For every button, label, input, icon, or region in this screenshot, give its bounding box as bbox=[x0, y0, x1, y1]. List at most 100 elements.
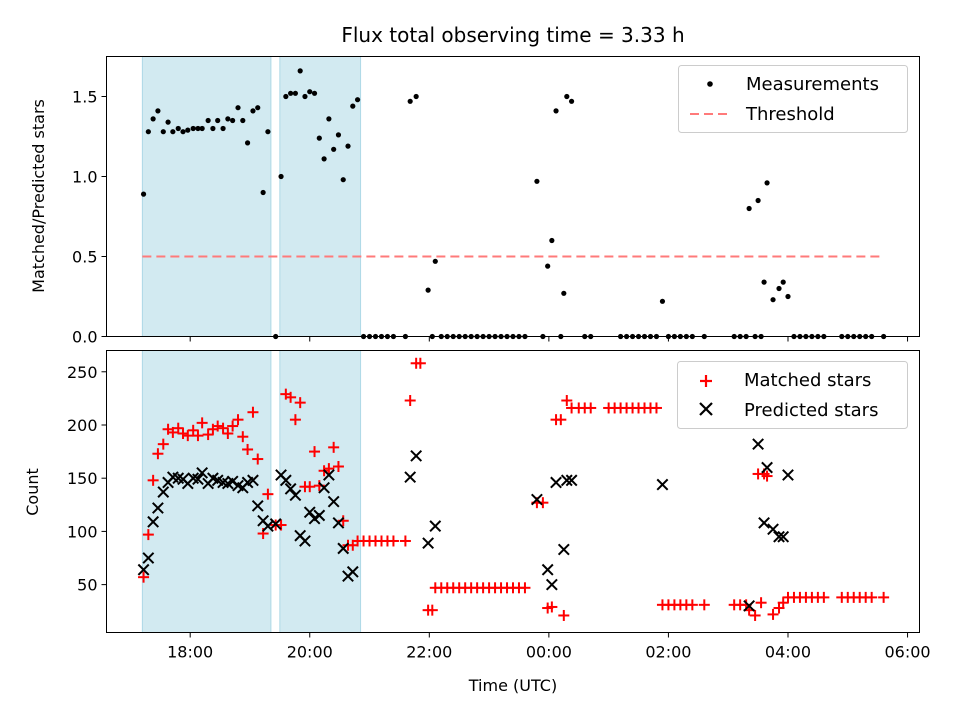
measurement-point bbox=[311, 90, 318, 96]
matched-star-point bbox=[232, 414, 244, 426]
matched-star-point bbox=[304, 481, 316, 493]
matched-star-point bbox=[414, 357, 426, 369]
predicted-star-points bbox=[137, 438, 794, 612]
matched-star-point bbox=[212, 420, 224, 432]
measurement-point bbox=[288, 90, 294, 96]
measurement-point bbox=[180, 129, 186, 135]
matched-star-point bbox=[202, 429, 214, 441]
matched-star-point bbox=[252, 453, 264, 465]
measurement-point bbox=[175, 125, 181, 132]
measurement-point bbox=[292, 90, 299, 96]
measurement-point bbox=[316, 135, 322, 141]
measurement-point bbox=[210, 125, 216, 132]
matched-star-point bbox=[426, 604, 438, 616]
measurement-point bbox=[220, 125, 226, 132]
measurement-point bbox=[331, 146, 337, 152]
x-tick-label: 02:00 bbox=[645, 643, 691, 662]
measurement-point bbox=[340, 177, 346, 183]
observing-window bbox=[279, 56, 362, 337]
measurement-point bbox=[354, 97, 361, 103]
measurement-point bbox=[225, 116, 231, 122]
ratio-panel: 0.0 0.5 1.0 1.5 Flux total observing time =… bbox=[29, 23, 920, 347]
predicted-star-point bbox=[279, 474, 292, 487]
predicted-star-point bbox=[318, 481, 331, 494]
matched-star-point bbox=[585, 402, 597, 414]
matched-star-point bbox=[332, 460, 344, 472]
measurement-point bbox=[746, 205, 752, 212]
matched-star-point bbox=[289, 414, 301, 426]
matched-star-point bbox=[328, 441, 340, 453]
measurement-point bbox=[195, 125, 201, 132]
measurement-point bbox=[155, 108, 161, 114]
measurement-point bbox=[780, 279, 786, 285]
measurement-point bbox=[190, 125, 196, 132]
matched-star-point bbox=[138, 571, 150, 583]
matched-star-point bbox=[222, 428, 234, 440]
top-y-tick-label: 1.0 bbox=[72, 168, 97, 187]
predicted-star-point bbox=[557, 543, 570, 556]
x-tick-label: 00:00 bbox=[526, 643, 572, 662]
matched-star-point bbox=[878, 591, 890, 603]
top-legend-box bbox=[678, 65, 908, 133]
predicted-star-point bbox=[429, 520, 442, 532]
measurement-point bbox=[564, 93, 570, 100]
matched-star-point bbox=[650, 402, 662, 414]
predicted-star-point bbox=[196, 466, 209, 479]
measurement-point bbox=[255, 105, 261, 111]
measurement-point bbox=[776, 285, 782, 292]
measurement-point bbox=[568, 98, 575, 104]
matched-star-point bbox=[196, 417, 208, 429]
bottom-y-axis-label: Count bbox=[23, 468, 42, 516]
matched-star-point bbox=[187, 424, 199, 436]
predicted-star-point bbox=[346, 565, 359, 578]
predicted-star-point bbox=[303, 506, 316, 519]
legend-matched-label: Matched stars bbox=[744, 370, 871, 391]
predicted-star-point bbox=[752, 438, 765, 451]
measurement-point bbox=[265, 129, 271, 135]
measurement-point bbox=[770, 297, 776, 303]
measurement-point bbox=[553, 108, 559, 114]
matched-star-point bbox=[761, 470, 773, 482]
measurement-point bbox=[140, 191, 147, 197]
x-tick-label: 06:00 bbox=[884, 643, 930, 662]
predicted-star-point bbox=[743, 599, 756, 612]
measurement-point bbox=[561, 290, 567, 296]
measurement-point bbox=[307, 89, 313, 95]
matched-star-point bbox=[698, 599, 710, 611]
predicted-star-point bbox=[137, 563, 150, 576]
predicted-star-point bbox=[782, 469, 794, 481]
predicted-star-point bbox=[773, 530, 785, 543]
x-tick-label: 22:00 bbox=[406, 643, 452, 662]
measurement-point bbox=[145, 129, 151, 135]
measurement-point bbox=[432, 258, 438, 264]
measurement-point bbox=[235, 105, 241, 111]
matched-star-point bbox=[177, 428, 189, 440]
predicted-star-point bbox=[550, 476, 562, 489]
measurement-point bbox=[335, 132, 342, 138]
matched-star-point bbox=[152, 448, 164, 460]
bottom-y-tick-label: 200 bbox=[67, 416, 98, 435]
matched-star-point bbox=[172, 422, 184, 434]
matched-star-point bbox=[142, 529, 154, 541]
predicted-star-point bbox=[284, 482, 297, 495]
x-axis-label: Time (UTC) bbox=[468, 676, 557, 695]
matched-star-point bbox=[404, 395, 416, 407]
top-observing-windows bbox=[141, 56, 362, 337]
measurement-point bbox=[761, 279, 767, 285]
predicted-star-point bbox=[337, 542, 350, 555]
predicted-star-point bbox=[299, 535, 311, 547]
measurement-point bbox=[199, 125, 205, 132]
predicted-star-point bbox=[152, 502, 164, 514]
measurement-point bbox=[283, 93, 289, 100]
predicted-star-point bbox=[157, 486, 170, 498]
matched-star-point bbox=[285, 391, 297, 403]
matched-star-point bbox=[217, 422, 229, 434]
measurement-point bbox=[659, 298, 666, 304]
measurement-point bbox=[755, 197, 761, 204]
chart-title: Flux total observing time = 3.33 h bbox=[341, 23, 684, 47]
measurement-point bbox=[425, 287, 431, 293]
top-y-tick-label: 0.5 bbox=[72, 248, 97, 267]
matched-star-point bbox=[561, 395, 573, 407]
legend-measurements-label: Measurements bbox=[746, 74, 879, 95]
legend-measurements-marker bbox=[707, 81, 713, 87]
